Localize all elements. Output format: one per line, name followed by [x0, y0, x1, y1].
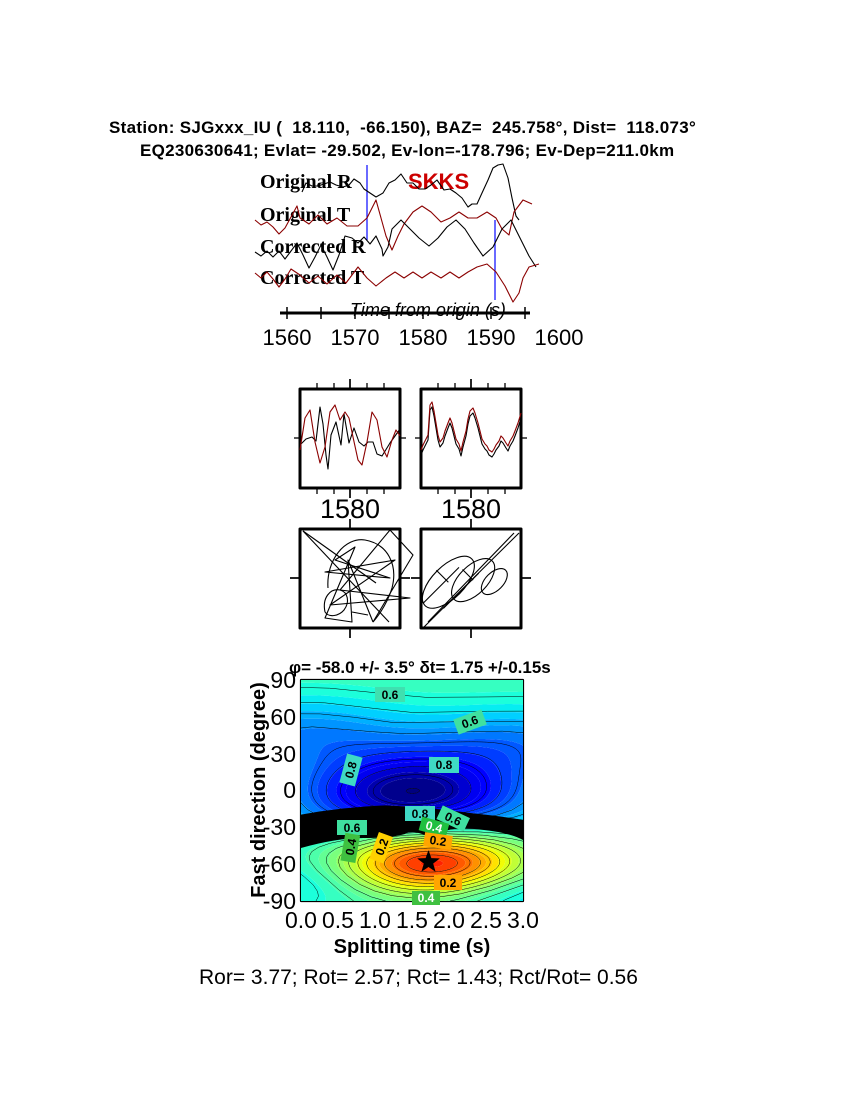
svg-text:0.6: 0.6 — [344, 821, 361, 835]
svg-text:0.2: 0.2 — [429, 833, 448, 849]
svg-text:0.2: 0.2 — [440, 876, 457, 890]
svg-text:0.8: 0.8 — [436, 758, 453, 772]
svg-text:0.6: 0.6 — [382, 688, 399, 702]
svg-text:0.4: 0.4 — [418, 891, 435, 905]
svg-text:0.4: 0.4 — [343, 837, 360, 856]
